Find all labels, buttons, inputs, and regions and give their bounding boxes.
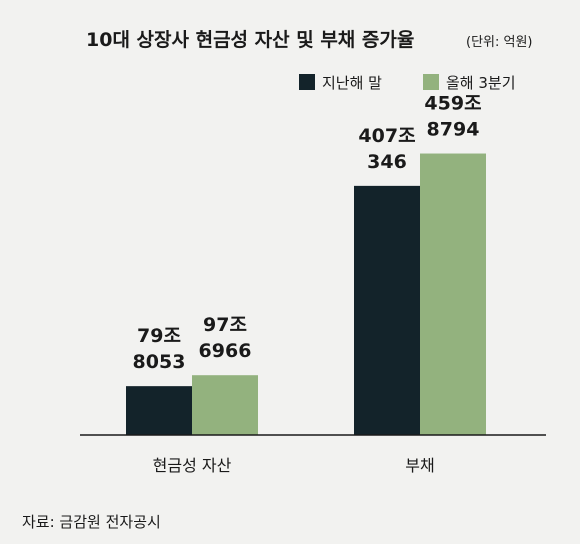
value-label-1-1-line1: 459조 [424, 93, 481, 115]
value-label-1-0-line1: 407조 [358, 125, 415, 147]
value-label-0-0-line2: 8053 [133, 351, 186, 373]
legend-swatch-this-q3 [423, 74, 439, 90]
value-label-0-0-line1: 79조 [137, 325, 181, 347]
source-note: 자료: 금감원 전자공시 [22, 513, 161, 531]
value-label-1-1-line2: 8794 [427, 119, 480, 141]
legend-swatch-last-year [299, 74, 315, 90]
legend-label-last-year: 지난해 말 [322, 74, 382, 92]
value-label-1-0-line2: 346 [367, 151, 407, 173]
bar-1-1 [420, 153, 486, 435]
value-label-0-1-line1: 97조 [203, 314, 247, 336]
bar-0-0 [126, 386, 192, 435]
bar-1-0 [354, 185, 420, 435]
chart-unit: (단위: 억원) [466, 35, 533, 50]
category-label-1: 부채 [405, 456, 434, 475]
category-label-0: 현금성 자산 [153, 456, 232, 475]
value-label-0-1-line2: 6966 [199, 340, 252, 362]
legend: 지난해 말 올해 3분기 [299, 74, 516, 92]
legend-label-this-q3: 올해 3분기 [446, 74, 516, 92]
bar-0-1 [192, 375, 258, 435]
chart-title: 10대 상장사 현금성 자산 및 부채 증가율 [86, 29, 414, 51]
bars-group: 79조 8053 97조 6966 현금성 자산 407조 346 459조 8794 부채 [126, 93, 486, 475]
